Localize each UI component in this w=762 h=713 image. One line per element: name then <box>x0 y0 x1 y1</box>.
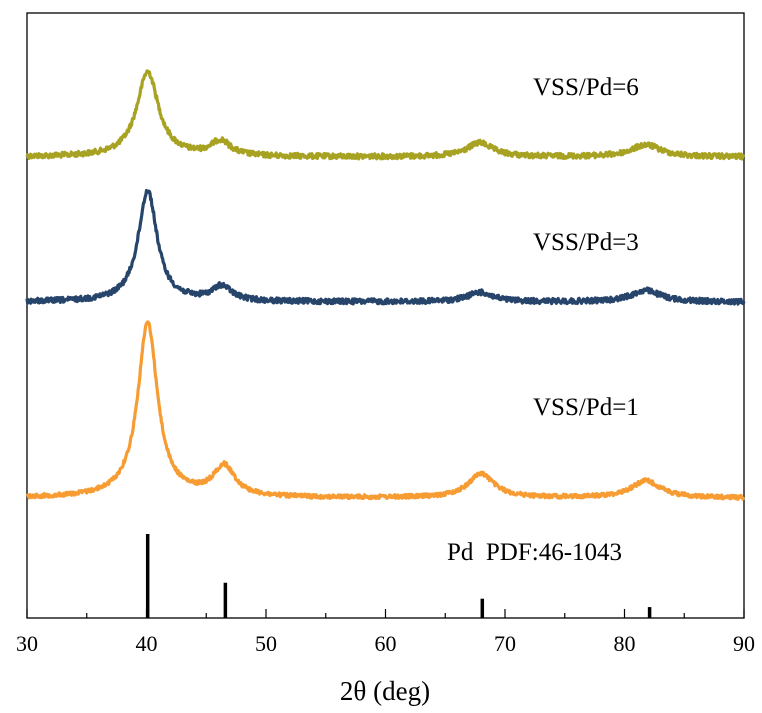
x-tick-label: 50 <box>255 631 277 656</box>
x-tick-label: 80 <box>614 631 636 656</box>
series-label-2: VSS/Pd=3 <box>533 229 639 256</box>
plot-frame <box>26 12 745 619</box>
series-line-1 <box>25 69 746 161</box>
x-tick-label: 60 <box>375 631 397 656</box>
x-tick-label: 40 <box>136 631 158 656</box>
reference-layer: Pd PDF:46-1043 <box>145 534 652 618</box>
reference-label: Pd PDF:46-1043 <box>447 539 622 566</box>
series-layer <box>25 69 746 501</box>
x-tick-label: 70 <box>494 631 516 656</box>
series-line-2 <box>25 188 746 306</box>
x-tick-label: 90 <box>733 631 755 656</box>
series-label-3: VSS/Pd=1 <box>533 394 639 421</box>
series-line-3 <box>25 320 746 501</box>
x-axis: 30 40 50 60 70 80 90 <box>16 609 755 656</box>
series-label-1: VSS/Pd=6 <box>533 74 639 101</box>
series-labels: VSS/Pd=6 VSS/Pd=3 VSS/Pd=1 <box>533 74 639 421</box>
x-tick-label: 30 <box>16 631 38 656</box>
x-axis-label: 2θ (deg) <box>340 676 430 706</box>
